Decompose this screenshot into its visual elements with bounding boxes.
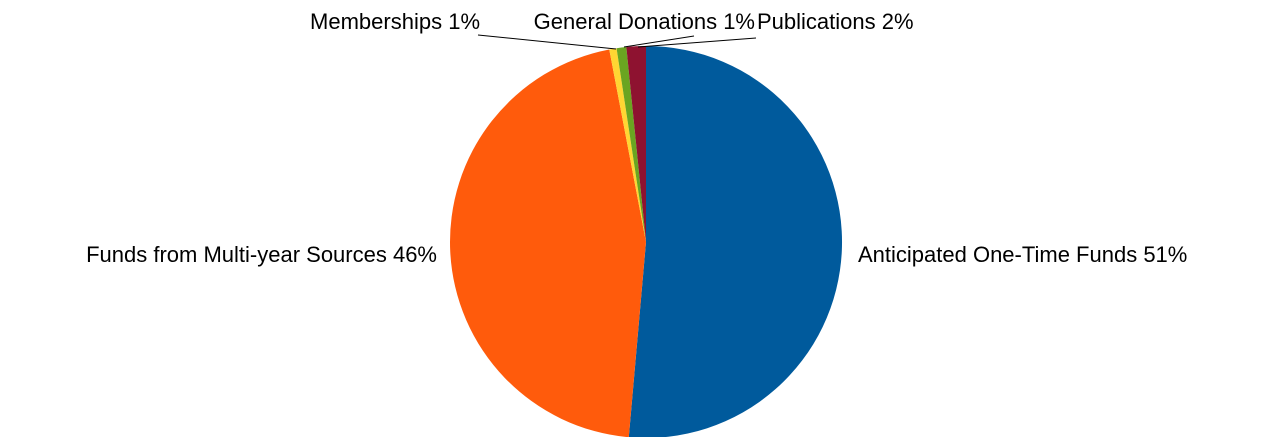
data-label-publications: Publications 2% — [757, 9, 914, 34]
leader-line-memberships — [477, 34, 617, 50]
slice-memberships — [609, 48, 646, 242]
slice-anticipated-one-time-funds — [628, 46, 843, 437]
leader-lines — [477, 34, 757, 50]
data-label-general-donations: General Donations 1% — [534, 9, 755, 34]
slice-general-donations — [616, 46, 646, 242]
leader-line-general-donations — [623, 35, 695, 48]
data-label-funds-from-multi-year-sources: Funds from Multi-year Sources 46% — [86, 242, 437, 267]
pie-slices — [450, 46, 843, 437]
data-labels: Anticipated One-Time Funds 51% Funds from… — [86, 9, 1187, 267]
slice-publications — [626, 46, 646, 242]
data-label-anticipated-one-time-funds: Anticipated One-Time Funds 51% — [858, 242, 1187, 267]
leader-line-publications — [637, 37, 757, 48]
data-label-memberships: Memberships 1% — [310, 9, 480, 34]
slice-funds-from-multi-year-sources — [450, 49, 646, 437]
